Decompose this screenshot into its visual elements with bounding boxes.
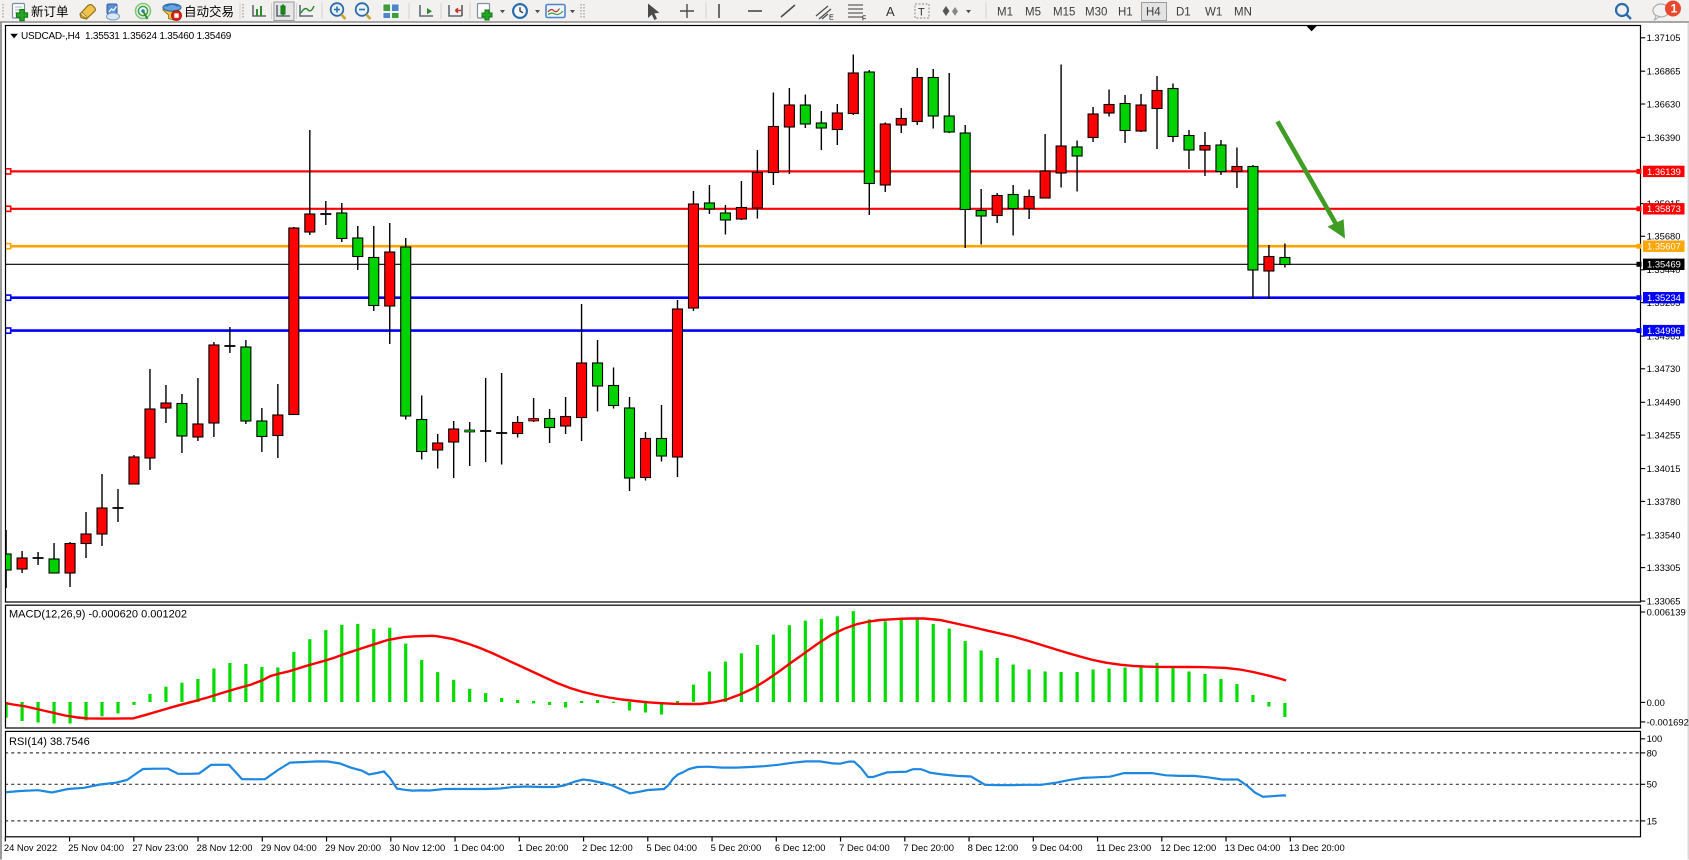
svg-text:11 Dec 23:00: 11 Dec 23:00 [1096, 842, 1151, 853]
svg-text:2 Dec 12:00: 2 Dec 12:00 [582, 842, 633, 853]
svg-text:A: A [886, 4, 895, 19]
svg-text:H4: H4 [1146, 7, 1161, 19]
svg-text:29 Nov 04:00: 29 Nov 04:00 [261, 842, 317, 853]
svg-text:5 Dec 04:00: 5 Dec 04:00 [646, 842, 697, 853]
svg-text:MN: MN [1234, 7, 1252, 19]
svg-text:1.37105: 1.37105 [1647, 32, 1681, 43]
svg-text:1.35234: 1.35234 [1647, 292, 1681, 303]
svg-text:7 Dec 20:00: 7 Dec 20:00 [903, 842, 954, 853]
svg-text:30 Nov 12:00: 30 Nov 12:00 [389, 842, 445, 853]
svg-text:13 Dec 04:00: 13 Dec 04:00 [1225, 842, 1281, 853]
svg-text:1.34996: 1.34996 [1647, 325, 1681, 336]
svg-text:1.34490: 1.34490 [1647, 397, 1681, 408]
svg-text:29 Nov 20:00: 29 Nov 20:00 [325, 842, 381, 853]
svg-text:自动交易: 自动交易 [184, 4, 234, 19]
svg-text:25 Nov 04:00: 25 Nov 04:00 [68, 842, 124, 853]
svg-text:D1: D1 [1176, 7, 1191, 19]
svg-text:24 Nov 2022: 24 Nov 2022 [4, 842, 57, 853]
svg-text:1.34015: 1.34015 [1647, 463, 1681, 474]
svg-text:5 Dec 20:00: 5 Dec 20:00 [711, 842, 762, 853]
svg-text:12 Dec 12:00: 12 Dec 12:00 [1160, 842, 1216, 853]
svg-text:M30: M30 [1085, 7, 1107, 19]
svg-text:1.36865: 1.36865 [1647, 66, 1681, 77]
svg-text:9 Dec 04:00: 9 Dec 04:00 [1032, 842, 1083, 853]
svg-text:1.35607: 1.35607 [1647, 241, 1681, 252]
svg-text:1.36630: 1.36630 [1647, 98, 1681, 109]
svg-text:1.34730: 1.34730 [1647, 363, 1681, 374]
svg-text:RSI(14) 38.7546: RSI(14) 38.7546 [9, 736, 90, 748]
svg-text:6 Dec 12:00: 6 Dec 12:00 [775, 842, 826, 853]
svg-text:MACD(12,26,9) -0.000620 0.0012: MACD(12,26,9) -0.000620 0.001202 [9, 609, 187, 621]
svg-text:1.33305: 1.33305 [1647, 562, 1681, 573]
svg-text:新订单: 新订单 [31, 4, 69, 19]
svg-text:E: E [829, 15, 834, 22]
svg-text:M15: M15 [1053, 7, 1075, 19]
svg-text:15: 15 [1647, 815, 1657, 826]
svg-text:-0.001692: -0.001692 [1647, 716, 1689, 727]
svg-text:1.35469: 1.35469 [1647, 259, 1681, 270]
svg-text:T: T [918, 7, 925, 19]
svg-text:1.33065: 1.33065 [1647, 596, 1681, 607]
svg-text:F: F [862, 16, 866, 23]
svg-text:1.34255: 1.34255 [1647, 430, 1681, 441]
svg-text:0.006139: 0.006139 [1647, 606, 1686, 617]
svg-text:1.33780: 1.33780 [1647, 496, 1681, 507]
svg-text:W1: W1 [1205, 7, 1222, 19]
svg-text:1: 1 [1671, 2, 1678, 16]
svg-text:0.00: 0.00 [1647, 697, 1665, 708]
svg-text:H1: H1 [1118, 7, 1133, 19]
svg-text:8 Dec 12:00: 8 Dec 12:00 [968, 842, 1019, 853]
svg-text:USDCAD-,H4 1.35531 1.35624 1.: USDCAD-,H4 1.35531 1.35624 1.35460 1.354… [21, 31, 232, 42]
svg-text:M1: M1 [997, 7, 1013, 19]
svg-text:M5: M5 [1025, 7, 1041, 19]
svg-text:1.36390: 1.36390 [1647, 132, 1681, 143]
svg-text:1.36139: 1.36139 [1647, 166, 1681, 177]
svg-text:1.35873: 1.35873 [1647, 203, 1681, 214]
svg-text:27 Nov 23:00: 27 Nov 23:00 [132, 842, 188, 853]
svg-text:1 Dec 04:00: 1 Dec 04:00 [454, 842, 505, 853]
svg-text:1.33540: 1.33540 [1647, 529, 1681, 540]
svg-text:7 Dec 04:00: 7 Dec 04:00 [839, 842, 890, 853]
svg-text:1 Dec 20:00: 1 Dec 20:00 [518, 842, 569, 853]
svg-text:1.35680: 1.35680 [1647, 231, 1681, 242]
svg-text:50: 50 [1647, 779, 1657, 790]
svg-text:28 Nov 12:00: 28 Nov 12:00 [197, 842, 253, 853]
svg-text:80: 80 [1647, 747, 1657, 758]
svg-text:13 Dec 20:00: 13 Dec 20:00 [1289, 842, 1345, 853]
svg-text:100: 100 [1647, 733, 1663, 744]
